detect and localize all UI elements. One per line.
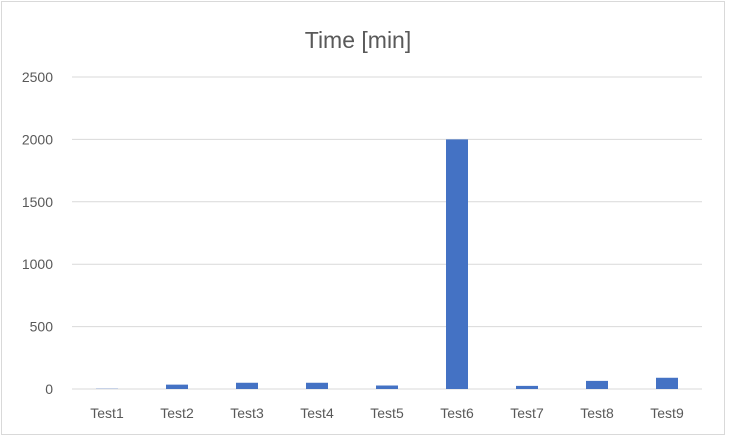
y-tick-label: 2000 xyxy=(22,131,53,147)
x-axis-ticks: Test1 Test2 Test3 Test4 Test5 Test6 Test7 Test8… xyxy=(90,405,684,421)
bar-test6 xyxy=(446,139,468,389)
x-tick-label: Test1 xyxy=(90,405,124,421)
x-tick-label: Test4 xyxy=(300,405,334,421)
x-tick-label: Test6 xyxy=(440,405,474,421)
x-tick-label: Test2 xyxy=(160,405,194,421)
bar-test2 xyxy=(166,384,188,389)
gridlines xyxy=(72,76,702,390)
bar-test8 xyxy=(586,380,608,389)
y-tick-label: 1000 xyxy=(22,256,53,272)
x-tick-label: Test9 xyxy=(650,405,684,421)
bar-test4 xyxy=(306,382,328,389)
x-tick-label: Test7 xyxy=(510,405,544,421)
y-tick-label: 1500 xyxy=(22,194,53,210)
bar-test5 xyxy=(376,385,398,389)
x-tick-label: Test8 xyxy=(580,405,614,421)
chart-title: Time [min] xyxy=(304,27,412,53)
bar-test9 xyxy=(656,377,678,389)
y-tick-label: 500 xyxy=(30,319,54,335)
bar-test3 xyxy=(236,382,258,389)
y-tick-label: 2500 xyxy=(22,69,53,85)
x-tick-label: Test5 xyxy=(370,405,404,421)
chart-frame xyxy=(1,1,725,435)
y-tick-label: 0 xyxy=(45,381,53,397)
bar-test7 xyxy=(516,385,538,389)
y-axis-ticks: 0 500 1000 1500 2000 2500 xyxy=(22,69,53,397)
bars xyxy=(96,139,678,389)
x-tick-label: Test3 xyxy=(230,405,264,421)
